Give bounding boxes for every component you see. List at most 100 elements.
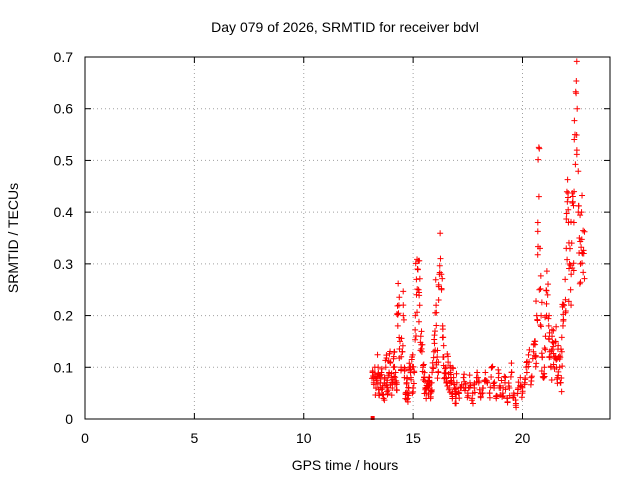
data-point	[558, 388, 565, 395]
data-point	[453, 379, 460, 386]
data-point	[453, 400, 460, 407]
data-point	[401, 367, 408, 374]
data-point	[432, 276, 439, 283]
data-point	[521, 381, 528, 388]
data-point	[427, 395, 434, 402]
data-point	[495, 366, 502, 373]
data-point	[560, 301, 567, 308]
data-point	[578, 244, 585, 251]
data-point	[438, 271, 445, 278]
data-point	[378, 371, 385, 378]
data-point	[574, 105, 581, 112]
data-point	[409, 351, 416, 358]
data-point	[486, 394, 493, 401]
data-point	[570, 202, 577, 209]
data-point	[429, 369, 436, 376]
data-point	[403, 380, 410, 387]
data-point	[404, 398, 411, 405]
data-point	[581, 275, 588, 282]
data-point	[466, 372, 473, 379]
data-point	[412, 312, 419, 319]
axis-ticks: 0 5 10 15 20 0 0.1 0.2 0.3 0.4 0.5 0.6 0.7	[54, 49, 610, 446]
data-point	[513, 404, 520, 411]
data-point	[499, 393, 506, 400]
data-point	[528, 373, 535, 380]
data-point	[393, 310, 400, 317]
data-point	[553, 323, 560, 330]
data-point	[456, 395, 463, 402]
data-point	[460, 374, 467, 381]
data-point	[445, 353, 451, 360]
data-point	[491, 379, 498, 386]
data-point	[434, 375, 441, 382]
data-point	[487, 384, 494, 391]
data-point	[495, 370, 502, 377]
data-point	[426, 374, 433, 381]
data-point	[546, 312, 553, 319]
data-point	[429, 359, 436, 366]
data-point	[502, 374, 509, 381]
data-point	[579, 192, 586, 199]
data-point	[394, 322, 401, 329]
data-point	[564, 256, 571, 263]
data-point	[577, 212, 584, 219]
data-point	[563, 216, 570, 223]
data-point	[534, 219, 541, 226]
data-point	[435, 296, 442, 303]
data-point	[421, 369, 428, 376]
data-point	[526, 359, 533, 366]
data-point	[568, 218, 575, 225]
data-point	[442, 365, 449, 372]
data-point	[500, 392, 507, 399]
data-point	[562, 276, 569, 283]
data-point	[506, 392, 513, 399]
x-tick-label: 5	[190, 430, 198, 446]
data-point	[493, 393, 500, 400]
data-point	[408, 356, 415, 363]
x-tick-label: 0	[81, 430, 89, 446]
data-point	[566, 260, 573, 267]
data-point	[468, 397, 475, 404]
y-tick-label: 0.6	[54, 101, 74, 117]
data-point	[519, 384, 526, 391]
data-point	[548, 377, 555, 384]
data-point	[550, 343, 557, 350]
data-point	[568, 240, 575, 247]
data-point	[440, 342, 447, 349]
data-point	[382, 364, 389, 371]
data-point	[546, 336, 553, 343]
data-point	[552, 338, 559, 345]
data-point	[440, 354, 447, 361]
y-tick-label: 0.1	[54, 359, 74, 375]
data-point	[544, 291, 551, 298]
data-point	[398, 335, 405, 342]
data-point	[430, 365, 437, 372]
data-point	[393, 381, 400, 388]
data-point	[479, 385, 486, 392]
data-point	[555, 342, 562, 349]
data-point	[573, 58, 580, 65]
data-point	[476, 378, 483, 385]
data-point	[563, 188, 570, 195]
data-point	[577, 260, 584, 267]
data-point	[409, 384, 416, 391]
data-point	[399, 348, 406, 355]
data-point	[414, 266, 421, 273]
data-point	[534, 316, 541, 323]
data-point	[395, 310, 402, 317]
data-point	[420, 362, 427, 369]
data-point	[578, 236, 585, 243]
grid-lines	[85, 57, 610, 419]
data-point	[439, 326, 446, 333]
data-point	[522, 376, 529, 383]
data-point	[541, 364, 548, 371]
plot-frame	[84, 56, 611, 420]
data-point	[420, 361, 427, 368]
data-point	[427, 380, 434, 387]
data-point	[549, 333, 556, 340]
data-point	[466, 384, 473, 391]
data-point	[489, 363, 496, 370]
data-point	[537, 321, 544, 328]
data-point	[575, 202, 582, 209]
